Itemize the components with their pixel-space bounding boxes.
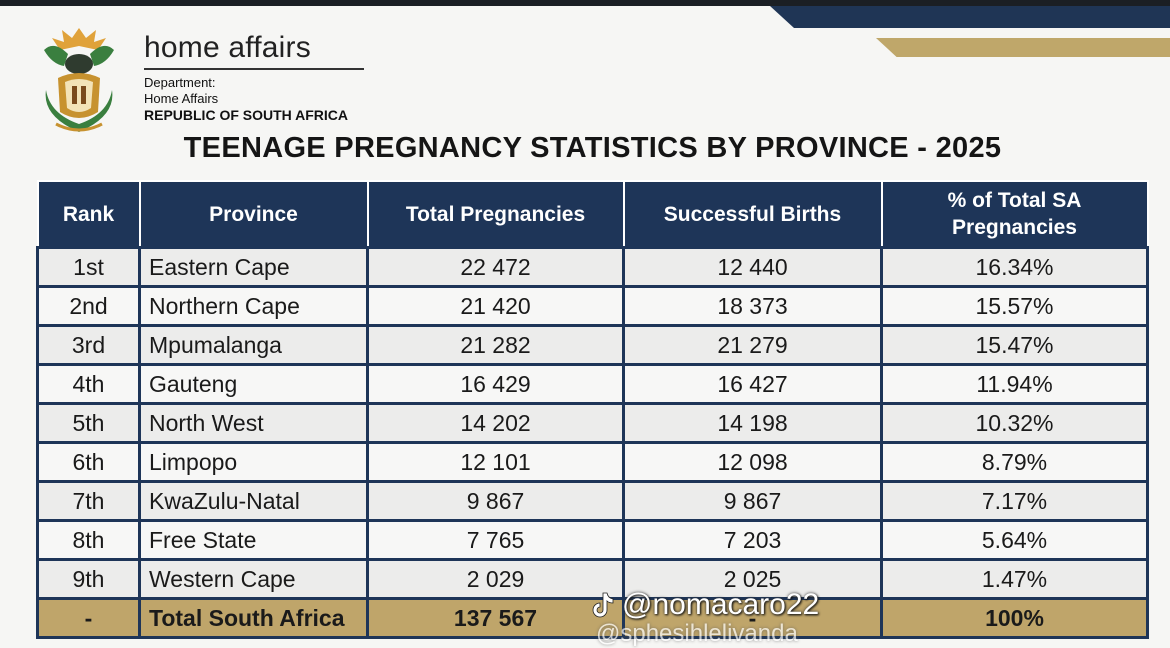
- province-cell: Free State: [138, 519, 369, 561]
- percent-cell: 15.47%: [880, 324, 1149, 366]
- total-pregnancies-cell: 2 029: [366, 558, 625, 600]
- total-pregnancies-cell: 21 420: [366, 285, 625, 327]
- successful-births-cell: 12 098: [622, 441, 883, 483]
- percent-cell: 5.64%: [880, 519, 1149, 561]
- percent-cell: 10.32%: [880, 402, 1149, 444]
- navy-accent-stripe: [770, 6, 1170, 28]
- department-label: Department:: [144, 75, 216, 90]
- department-name: Home Affairs: [144, 91, 219, 106]
- total-label-cell: Total South Africa: [138, 597, 369, 639]
- percent-cell: 7.17%: [880, 480, 1149, 522]
- table-row: 6th Limpopo 12 101 12 098 8.79%: [36, 441, 1149, 483]
- total-percent-cell: 100%: [880, 597, 1149, 639]
- province-cell: Limpopo: [138, 441, 369, 483]
- total-pregnancies-cell: 12 101: [366, 441, 625, 483]
- total-pregnancies-cell: 16 429: [366, 363, 625, 405]
- successful-births-cell: 14 198: [622, 402, 883, 444]
- rank-cell: 8th: [36, 519, 141, 561]
- table-row: 5th North West 14 202 14 198 10.32%: [36, 402, 1149, 444]
- province-cell: Gauteng: [138, 363, 369, 405]
- table-row: 8th Free State 7 765 7 203 5.64%: [36, 519, 1149, 561]
- rank-cell: 7th: [36, 480, 141, 522]
- percent-cell: 16.34%: [880, 246, 1149, 288]
- rank-cell: 3rd: [36, 324, 141, 366]
- statistics-table: Rank Province Total Pregnancies Successf…: [36, 180, 1149, 639]
- total-pregnancies-cell: 21 282: [366, 324, 625, 366]
- percent-cell: 1.47%: [880, 558, 1149, 600]
- successful-births-cell: 12 440: [622, 246, 883, 288]
- watermark-handle: @nomacaro22: [622, 588, 820, 621]
- province-cell: Eastern Cape: [138, 246, 369, 288]
- successful-births-cell: 9 867: [622, 480, 883, 522]
- total-pregnancies-cell: 22 472: [366, 246, 625, 288]
- column-header-rank: Rank: [36, 180, 141, 249]
- brand-divider: [144, 68, 364, 70]
- tiktok-note-icon: [592, 592, 614, 618]
- table-row: 3rd Mpumalanga 21 282 21 279 15.47%: [36, 324, 1149, 366]
- rank-cell: 6th: [36, 441, 141, 483]
- percent-cell: 15.57%: [880, 285, 1149, 327]
- table-row: 7th KwaZulu-Natal 9 867 9 867 7.17%: [36, 480, 1149, 522]
- coat-of-arms-icon: [44, 28, 114, 132]
- successful-births-cell: 7 203: [622, 519, 883, 561]
- rank-cell: 9th: [36, 558, 141, 600]
- rank-cell: 2nd: [36, 285, 141, 327]
- page-title: TEENAGE PREGNANCY STATISTICS BY PROVINCE…: [183, 132, 1002, 164]
- percent-cell: 8.79%: [880, 441, 1149, 483]
- province-cell: Western Cape: [138, 558, 369, 600]
- total-pregnancies-cell: 9 867: [366, 480, 625, 522]
- total-pregnancies-cell: 7 765: [366, 519, 625, 561]
- column-header-percent-total: % of Total SA Pregnancies: [880, 180, 1149, 249]
- province-cell: North West: [138, 402, 369, 444]
- successful-births-cell: 21 279: [622, 324, 883, 366]
- table-header-row: Rank Province Total Pregnancies Successf…: [36, 180, 1149, 249]
- table-row: 2nd Northern Cape 21 420 18 373 15.57%: [36, 285, 1149, 327]
- successful-births-cell: 16 427: [622, 363, 883, 405]
- column-header-successful-births: Successful Births: [622, 180, 883, 249]
- total-pregnancies-sum-cell: 137 567: [366, 597, 625, 639]
- top-dark-bar: [0, 0, 1170, 6]
- gold-accent-stripe: [876, 38, 1170, 57]
- successful-births-cell: 2 025: [622, 558, 883, 600]
- brand-name: home affairs: [144, 31, 311, 64]
- watermark: @nomacaro22: [586, 588, 819, 622]
- rank-cell: 4th: [36, 363, 141, 405]
- column-header-province: Province: [138, 180, 369, 249]
- brand-block: home affairs Department: Home Affairs RE…: [144, 30, 374, 123]
- rank-cell: 5th: [36, 402, 141, 444]
- total-row: - Total South Africa 137 567 - 100%: [36, 597, 1149, 639]
- rank-cell: 1st: [36, 246, 141, 288]
- table-row: 9th Western Cape 2 029 2 025 1.47%: [36, 558, 1149, 600]
- column-header-total-pregnancies: Total Pregnancies: [366, 180, 625, 249]
- percent-cell: 11.94%: [880, 363, 1149, 405]
- successful-births-cell: 18 373: [622, 285, 883, 327]
- province-cell: Mpumalanga: [138, 324, 369, 366]
- total-rank-cell: -: [36, 597, 141, 639]
- province-cell: KwaZulu-Natal: [138, 480, 369, 522]
- table-row: 4th Gauteng 16 429 16 427 11.94%: [36, 363, 1149, 405]
- table-row: 1st Eastern Cape 22 472 12 440 16.34%: [36, 246, 1149, 288]
- province-cell: Northern Cape: [138, 285, 369, 327]
- country-name: REPUBLIC OF SOUTH AFRICA: [144, 107, 349, 123]
- watermark-secondary: @sphesihlelivanda: [596, 620, 798, 647]
- total-pregnancies-cell: 14 202: [366, 402, 625, 444]
